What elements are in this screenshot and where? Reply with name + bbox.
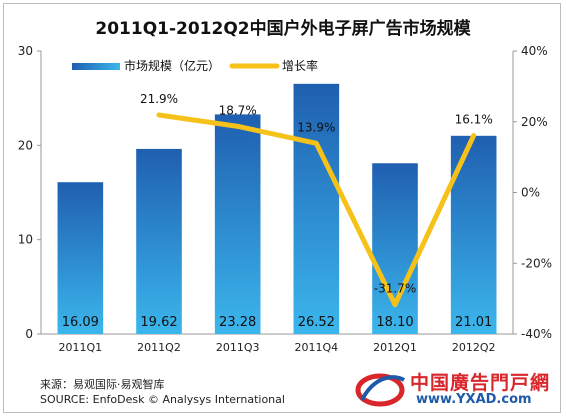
left-tick-label: 20 (18, 138, 33, 152)
x-tick-label: 2012Q2 (452, 341, 496, 354)
left-tick-label: 0 (25, 327, 33, 341)
right-tick-label: 20% (521, 115, 548, 129)
line-value-label: 13.9% (297, 120, 335, 134)
watermark-text: 中国廣告門戸網 (410, 372, 551, 394)
chart-title: 2011Q1-2012Q2中国户外电子屏广告市场规模 (95, 18, 471, 39)
chart-canvas: 2011Q1-2012Q2中国户外电子屏广告市场规模 0 10 20 30 -40% -2… (18, 18, 552, 354)
bar-value-label: 19.62 (140, 315, 177, 330)
source-en: SOURCE: EnfoDesk © Analysys Internationa… (40, 393, 285, 406)
watermark-logo: 中国廣告門戸網 www.YXAD.com (354, 366, 559, 412)
right-tick-label: -20% (521, 256, 552, 270)
line-value-label: 18.7% (219, 103, 257, 117)
watermark-swirl-icon (355, 373, 406, 407)
x-tick-label: 2011Q3 (216, 341, 260, 354)
bar (293, 83, 340, 334)
bar (57, 182, 104, 334)
line-value-label: 21.9% (140, 92, 178, 106)
bar-value-label: 23.28 (219, 315, 256, 330)
growth-line (156, 112, 477, 308)
left-tick-label: 30 (18, 44, 33, 58)
bar (372, 163, 418, 334)
bar (214, 114, 261, 334)
legend-line-label: 增长率 (282, 58, 318, 73)
right-tick-label: -40% (521, 327, 552, 341)
left-tick-label: 10 (18, 233, 33, 247)
bar-value-label: 21.01 (455, 315, 492, 330)
right-tick-label: 40% (521, 44, 548, 58)
legend-bar-swatch (72, 63, 120, 70)
line-value-label: 16.1% (455, 113, 493, 127)
source-cn: 来源：易观国际·易观智库 (40, 378, 165, 391)
legend-bar-label: 市场规模（亿元） (124, 58, 220, 73)
bar-value-label: 26.52 (298, 315, 335, 330)
right-tick-label: 0% (521, 186, 540, 200)
x-tick-label: 2011Q1 (59, 341, 103, 354)
line-value-label: -31.7% (374, 282, 416, 296)
watermark-url: www.YXAD.com (416, 392, 532, 407)
chart-frame: 2011Q1-2012Q2中国户外电子屏广告市场规模 0 10 20 30 -40% -2… (3, 3, 561, 413)
bar-value-label: 16.09 (62, 315, 99, 330)
bar-value-label: 18.10 (376, 315, 413, 330)
bar (136, 148, 182, 334)
x-tick-label: 2011Q2 (137, 341, 181, 354)
x-tick-label: 2011Q4 (295, 341, 339, 354)
x-tick-label: 2012Q1 (373, 341, 417, 354)
